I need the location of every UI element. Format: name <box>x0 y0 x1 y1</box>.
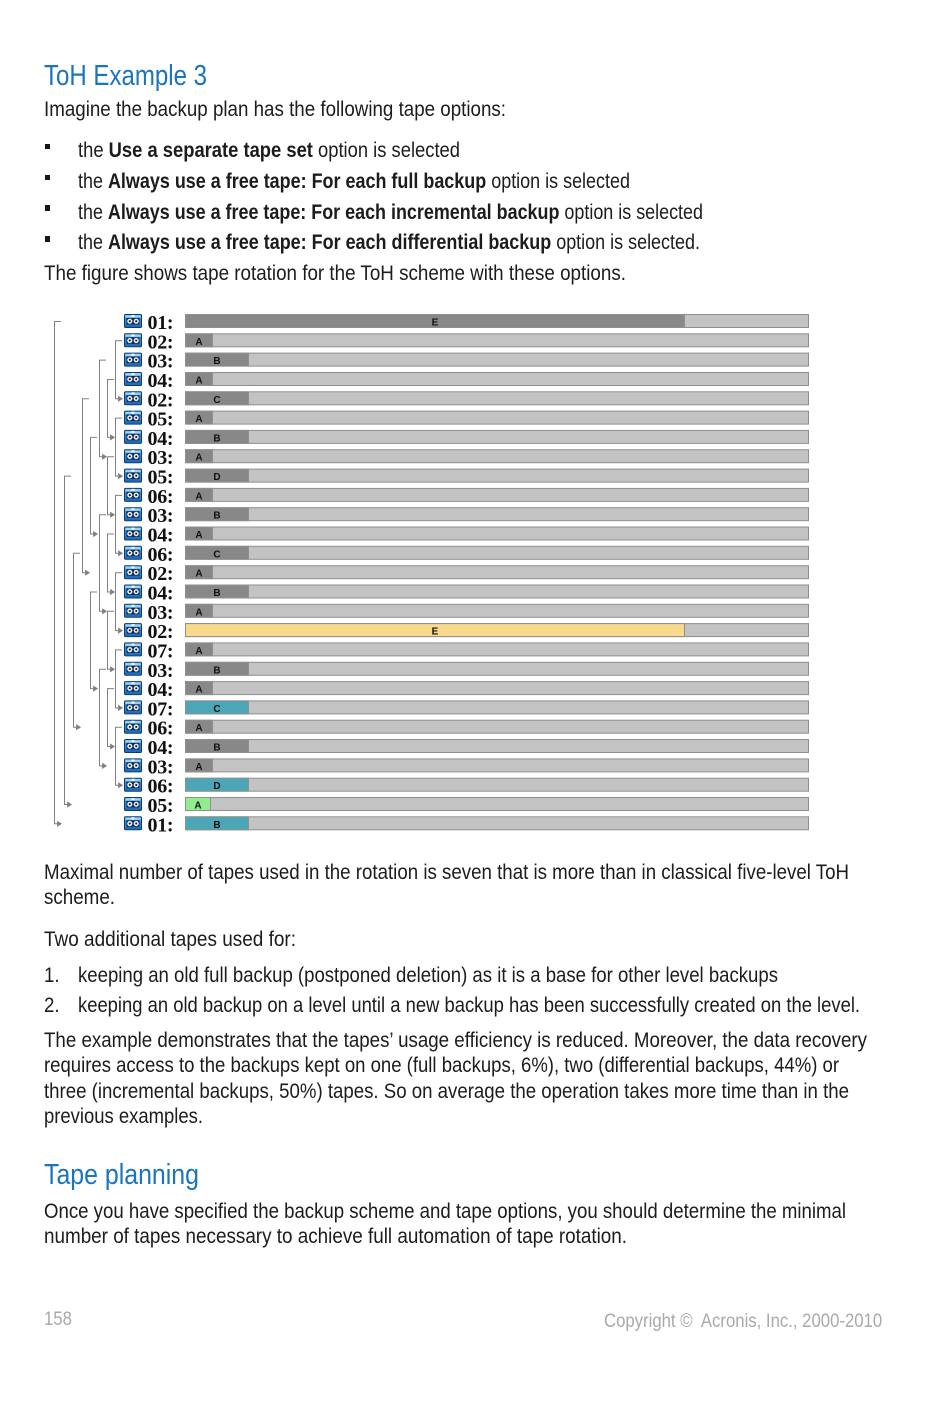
svg-text:04:: 04: <box>148 737 174 759</box>
svg-text:A: A <box>195 569 202 580</box>
svg-text:03:: 03: <box>148 756 174 778</box>
svg-text:02:: 02: <box>148 563 174 585</box>
svg-text:07:: 07: <box>148 640 174 662</box>
svg-text:D: D <box>213 781 220 792</box>
svg-text:B: B <box>213 743 220 754</box>
svg-text:03:: 03: <box>148 505 174 527</box>
svg-text:04:: 04: <box>148 679 174 701</box>
svg-text:01:: 01: <box>148 312 174 334</box>
svg-text:06:: 06: <box>148 718 174 740</box>
svg-text:01:: 01: <box>148 814 174 836</box>
svg-text:A: A <box>195 491 202 502</box>
svg-text:02:: 02: <box>148 331 174 353</box>
svg-text:B: B <box>213 356 220 367</box>
svg-text:04:: 04: <box>148 525 174 547</box>
svg-text:07:: 07: <box>148 698 174 720</box>
svg-text:A: A <box>195 646 202 657</box>
svg-text:05:: 05: <box>148 467 174 489</box>
svg-text:B: B <box>213 820 220 831</box>
svg-text:06:: 06: <box>148 544 174 566</box>
svg-text:C: C <box>213 549 220 560</box>
svg-text:A: A <box>195 414 202 425</box>
svg-text:E: E <box>432 318 439 329</box>
svg-text:A: A <box>195 762 202 773</box>
svg-text:04:: 04: <box>148 428 174 450</box>
svg-text:E: E <box>432 627 439 638</box>
svg-text:06:: 06: <box>148 486 174 508</box>
svg-text:A: A <box>195 453 202 464</box>
svg-text:A: A <box>195 530 202 541</box>
svg-text:C: C <box>213 704 220 715</box>
svg-text:B: B <box>213 665 220 676</box>
svg-text:A: A <box>195 337 202 348</box>
svg-text:A: A <box>195 607 202 618</box>
svg-text:A: A <box>194 801 201 812</box>
svg-text:04:: 04: <box>148 370 174 392</box>
svg-text:B: B <box>213 588 220 599</box>
svg-text:06:: 06: <box>148 776 174 798</box>
svg-text:C: C <box>213 395 220 406</box>
svg-text:A: A <box>195 723 202 734</box>
svg-text:A: A <box>195 376 202 387</box>
svg-text:05:: 05: <box>148 409 174 431</box>
svg-text:02:: 02: <box>148 389 174 411</box>
svg-text:03:: 03: <box>148 602 174 624</box>
svg-text:A: A <box>195 685 202 696</box>
svg-text:B: B <box>213 433 220 444</box>
svg-text:03:: 03: <box>148 447 174 469</box>
svg-text:02:: 02: <box>148 621 174 643</box>
svg-text:04:: 04: <box>148 583 174 605</box>
svg-text:03:: 03: <box>148 351 174 373</box>
svg-text:05:: 05: <box>148 795 174 817</box>
svg-text:D: D <box>213 472 220 483</box>
svg-text:B: B <box>213 511 220 522</box>
svg-text:03:: 03: <box>148 660 174 682</box>
